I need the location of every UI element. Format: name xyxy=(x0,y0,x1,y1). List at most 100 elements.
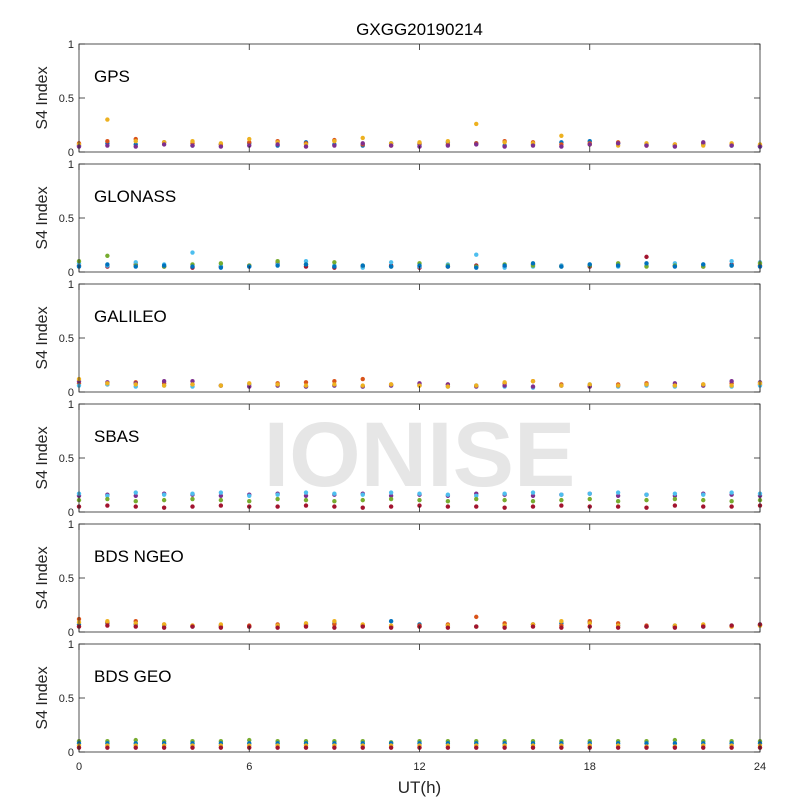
data-point xyxy=(133,490,138,495)
data-point xyxy=(218,745,224,750)
y-tick-label: 0.5 xyxy=(59,213,74,225)
data-point xyxy=(644,264,649,269)
data-point xyxy=(701,497,706,503)
data-point xyxy=(133,260,138,265)
data-point xyxy=(729,490,734,495)
data-point xyxy=(161,497,167,503)
data-point xyxy=(502,625,507,630)
data-point xyxy=(701,140,706,145)
data-point xyxy=(672,503,678,508)
data-point xyxy=(388,745,394,750)
data-point xyxy=(530,493,536,498)
x-axis-label: UT(h) xyxy=(398,778,441,797)
data-point xyxy=(388,493,394,498)
data-point xyxy=(559,503,564,508)
data-point xyxy=(644,492,649,497)
y-axis-label: S4 Index xyxy=(34,186,51,249)
data-point xyxy=(332,499,337,504)
data-point xyxy=(530,499,536,504)
data-point xyxy=(615,499,621,504)
data-point xyxy=(417,263,422,268)
data-point xyxy=(218,493,224,498)
data-point xyxy=(332,143,337,148)
data-point xyxy=(559,133,564,138)
data-point xyxy=(559,264,564,269)
data-point xyxy=(105,117,110,122)
data-point xyxy=(133,139,138,144)
data-point xyxy=(559,383,564,388)
data-point xyxy=(445,745,451,750)
data-point xyxy=(388,619,394,624)
data-point xyxy=(417,503,422,508)
data-point xyxy=(218,497,224,503)
panel-label: BDS GEO xyxy=(94,667,171,686)
data-point xyxy=(161,263,167,268)
y-tick-label: 0 xyxy=(68,627,74,639)
data-point xyxy=(275,142,280,147)
data-point xyxy=(161,745,167,750)
data-point xyxy=(218,261,224,266)
data-point xyxy=(729,745,734,750)
data-point xyxy=(701,624,706,629)
data-point xyxy=(303,621,309,626)
data-point xyxy=(360,492,365,497)
plot-area xyxy=(79,644,760,752)
data-point xyxy=(360,383,365,388)
data-point xyxy=(190,264,195,269)
data-point xyxy=(445,504,451,509)
data-point xyxy=(218,622,224,627)
data-point xyxy=(672,745,678,750)
plot-area xyxy=(79,284,760,392)
data-point xyxy=(133,745,138,750)
data-point xyxy=(332,264,337,269)
data-point xyxy=(105,623,110,628)
y-tick-label: 0.5 xyxy=(59,333,74,345)
panel-label: GPS xyxy=(94,67,130,86)
data-point xyxy=(332,504,337,509)
data-point xyxy=(587,496,592,502)
data-point xyxy=(388,625,394,630)
data-point xyxy=(247,136,252,142)
y-tick-label: 0 xyxy=(68,747,74,759)
data-point xyxy=(275,496,280,502)
data-point xyxy=(303,745,309,750)
data-point xyxy=(474,383,479,388)
data-point xyxy=(275,745,280,750)
data-point xyxy=(587,491,592,496)
panel-label: SBAS xyxy=(94,427,139,446)
data-point xyxy=(502,263,507,268)
data-point xyxy=(105,262,110,267)
data-point xyxy=(615,141,621,146)
data-point xyxy=(502,497,507,503)
data-point xyxy=(729,263,734,268)
data-point xyxy=(303,503,309,508)
data-point xyxy=(729,379,734,384)
data-point xyxy=(502,140,507,145)
data-point xyxy=(417,497,422,503)
data-point xyxy=(388,496,394,502)
data-point xyxy=(445,499,451,504)
data-point xyxy=(615,625,621,630)
data-point xyxy=(587,262,592,267)
data-point xyxy=(105,381,110,386)
data-point xyxy=(672,144,678,149)
data-point xyxy=(133,621,138,626)
data-point xyxy=(218,141,224,146)
data-point xyxy=(388,260,394,265)
data-point xyxy=(672,491,678,496)
data-point xyxy=(502,144,507,149)
data-point xyxy=(161,142,167,147)
data-point xyxy=(190,379,195,384)
data-point xyxy=(190,745,195,750)
data-point xyxy=(502,380,507,385)
data-point xyxy=(615,493,621,498)
data-point xyxy=(332,622,337,627)
data-point xyxy=(275,382,280,387)
data-point xyxy=(303,490,309,495)
data-point xyxy=(474,614,479,620)
data-point xyxy=(105,253,110,258)
data-point xyxy=(218,265,224,270)
data-point xyxy=(729,623,734,628)
data-point xyxy=(161,492,167,497)
